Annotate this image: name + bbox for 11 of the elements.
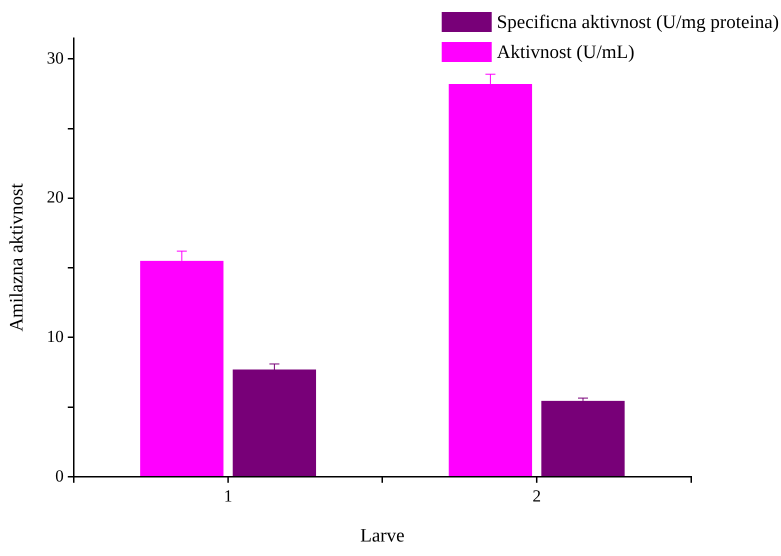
legend-label: Specificna aktivnost (U/mg proteina): [496, 12, 780, 33]
y-tick-label: 0: [55, 466, 64, 486]
bar: [541, 400, 625, 476]
y-axis-title: Amilazna aktivnost: [6, 182, 28, 332]
y-tick-label: 30: [46, 48, 64, 68]
legend-label: Aktivnost (U/mL): [496, 42, 634, 63]
y-tick-label: 20: [46, 188, 64, 207]
y-tick-label: 10: [46, 326, 64, 346]
x-tick-label: 2: [532, 486, 541, 506]
x-tick-label: 1: [224, 486, 232, 506]
x-axis-title: Larve: [360, 526, 405, 547]
